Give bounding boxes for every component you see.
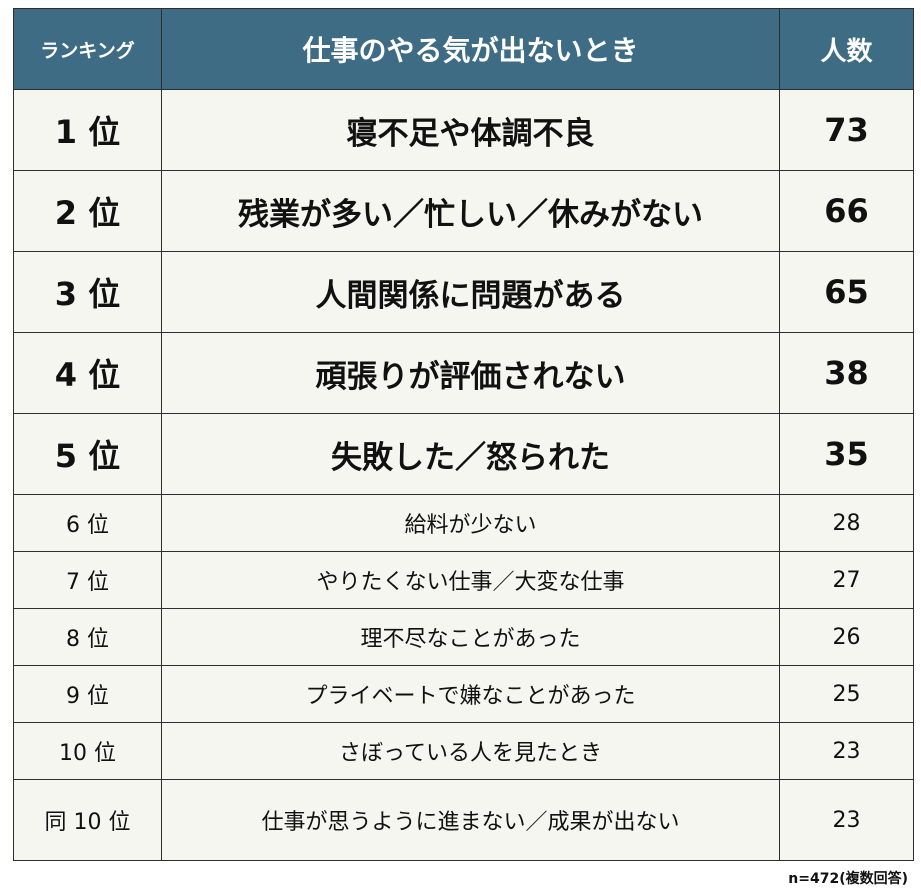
reason-cell: 仕事が思うように進まない／成果が出ない: [161, 779, 780, 861]
table-row: 3 位人間関係に問題がある 65: [13, 251, 914, 333]
table-row: 7 位やりたくない仕事／大変な仕事 27: [13, 551, 914, 609]
reason-cell: プライベートで嫌なことがあった: [161, 665, 780, 723]
count-cell: 66: [779, 170, 914, 252]
count-cell: 35: [779, 413, 914, 495]
reason-cell: やりたくない仕事／大変な仕事: [161, 551, 780, 609]
count-cell: 27: [779, 551, 914, 609]
count-cell: 73: [779, 89, 914, 171]
rank-cell: 4 位: [13, 332, 162, 414]
ranking-body: 1 位寝不足や体調不良 73 2 位残業が多い／忙しい／休みがない 66 3 位人間関係…: [13, 89, 914, 861]
count-cell: 38: [779, 332, 914, 414]
count-cell: 25: [779, 665, 914, 723]
table-row: 10 位さぼっている人を見たとき 23: [13, 722, 914, 780]
table-row: 1 位寝不足や体調不良 73: [13, 89, 914, 171]
table-header-row: ランキング 仕事のやる気が出ないとき 人数: [13, 8, 914, 90]
rank-cell: 2 位: [13, 170, 162, 252]
reason-cell: 頑張りが評価されない: [161, 332, 780, 414]
rank-cell: 3 位: [13, 251, 162, 333]
rank-cell: 9 位: [13, 665, 162, 723]
ranking-table: ランキング 仕事のやる気が出ないとき 人数 1 位寝不足や体調不良 73 2 位残業…: [13, 8, 914, 861]
rank-cell: 1 位: [13, 89, 162, 171]
reason-cell: 残業が多い／忙しい／休みがない: [161, 170, 780, 252]
table-row: 同 10 位仕事が思うように進まない／成果が出ない 23: [13, 779, 914, 861]
header-count: 人数: [779, 8, 914, 90]
header-rank: ランキング: [13, 8, 162, 90]
table-row: 4 位頑張りが評価されない 38: [13, 332, 914, 414]
count-cell: 28: [779, 494, 914, 552]
rank-cell: 10 位: [13, 722, 162, 780]
rank-cell: 8 位: [13, 608, 162, 666]
table-row: 8 位理不尽なことがあった 26: [13, 608, 914, 666]
reason-cell: 理不尽なことがあった: [161, 608, 780, 666]
header-reason: 仕事のやる気が出ないとき: [161, 8, 780, 90]
table-row: 6 位給料が少ない 28: [13, 494, 914, 552]
table-row: 2 位残業が多い／忙しい／休みがない 66: [13, 170, 914, 252]
rank-cell: 7 位: [13, 551, 162, 609]
reason-cell: 給料が少ない: [161, 494, 780, 552]
reason-cell: さぼっている人を見たとき: [161, 722, 780, 780]
count-cell: 65: [779, 251, 914, 333]
reason-cell: 人間関係に問題がある: [161, 251, 780, 333]
reason-cell: 寝不足や体調不良: [161, 89, 780, 171]
table-row: 9 位プライベートで嫌なことがあった 25: [13, 665, 914, 723]
count-cell: 26: [779, 608, 914, 666]
rank-cell: 6 位: [13, 494, 162, 552]
reason-cell: 失敗した／怒られた: [161, 413, 780, 495]
sample-note: n=472(複数回答): [788, 871, 908, 887]
count-cell: 23: [779, 722, 914, 780]
count-cell: 23: [779, 779, 914, 861]
rank-cell: 同 10 位: [13, 779, 162, 861]
rank-cell: 5 位: [13, 413, 162, 495]
table-row: 5 位失敗した／怒られた 35: [13, 413, 914, 495]
